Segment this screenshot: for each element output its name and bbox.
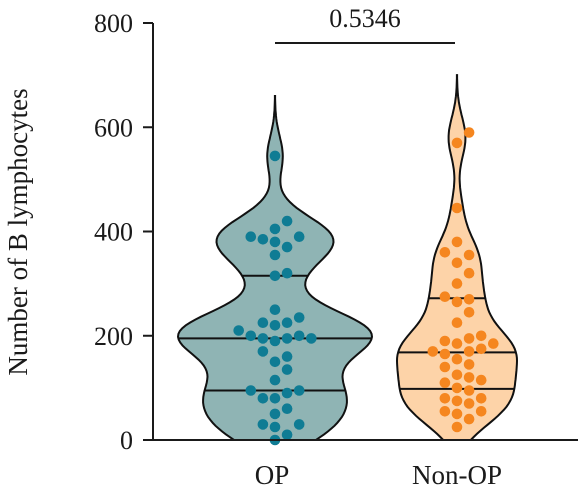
data-point-op <box>269 270 281 282</box>
data-point-non-op <box>451 236 463 248</box>
data-point-non-op <box>451 395 463 407</box>
data-point-op <box>281 387 293 399</box>
data-point-non-op <box>451 338 463 349</box>
data-point-op <box>293 312 305 323</box>
data-point-op <box>269 150 281 162</box>
data-point-op <box>269 393 281 404</box>
data-point-op <box>269 335 281 347</box>
data-point-non-op <box>451 202 463 214</box>
data-point-non-op <box>451 408 463 420</box>
data-point-non-op <box>439 393 451 404</box>
data-point-non-op <box>451 257 463 269</box>
data-point-non-op <box>463 127 475 138</box>
x-tick-label-non-op: Non-OP <box>412 460 502 490</box>
data-point-non-op <box>451 353 463 365</box>
data-point-non-op <box>451 137 463 149</box>
data-point-op <box>245 330 257 342</box>
data-point-op <box>269 408 281 420</box>
data-point-op <box>269 304 281 316</box>
y-tick-label: 200 <box>94 322 133 351</box>
data-point-op <box>245 231 257 242</box>
p-value-annotation: 0.5346 <box>329 4 401 33</box>
data-point-non-op <box>463 398 475 409</box>
data-point-non-op <box>475 393 487 404</box>
data-point-non-op <box>463 359 475 370</box>
data-point-non-op <box>451 278 463 289</box>
data-point-non-op <box>463 385 475 396</box>
data-point-non-op <box>451 421 463 433</box>
data-point-non-op <box>451 369 463 381</box>
data-point-op <box>257 393 269 404</box>
data-point-non-op <box>439 247 451 258</box>
data-point-non-op <box>439 291 451 303</box>
data-point-op <box>269 320 281 331</box>
violin-op <box>176 95 374 441</box>
data-point-non-op <box>488 338 499 349</box>
data-point-op <box>269 356 281 368</box>
data-point-op <box>281 241 293 253</box>
data-point-non-op <box>463 372 475 383</box>
x-tick-label-op: OP <box>255 460 290 490</box>
data-point-op <box>269 236 281 248</box>
data-point-non-op <box>463 307 475 318</box>
data-point-non-op <box>463 294 475 305</box>
data-point-non-op <box>475 406 487 417</box>
data-point-non-op <box>439 348 451 360</box>
data-point-op <box>257 234 269 245</box>
data-point-op <box>257 333 269 344</box>
y-tick-label: 0 <box>120 426 133 455</box>
data-points-layer <box>233 127 499 446</box>
data-point-non-op <box>475 330 487 342</box>
data-point-op <box>306 333 317 344</box>
data-point-op <box>269 374 281 386</box>
data-point-non-op <box>463 346 475 357</box>
data-point-op <box>281 351 293 362</box>
data-point-op <box>293 385 305 396</box>
data-point-non-op <box>475 343 487 355</box>
data-point-non-op <box>463 333 475 344</box>
data-point-non-op <box>463 413 475 425</box>
data-point-op <box>281 403 293 415</box>
data-point-op <box>233 325 244 336</box>
y-tick-label: 800 <box>94 9 133 38</box>
data-point-op <box>269 223 281 235</box>
data-point-non-op <box>451 317 463 329</box>
data-point-op <box>269 421 281 433</box>
data-point-non-op <box>439 361 451 373</box>
data-point-non-op <box>451 382 463 394</box>
data-point-op <box>293 231 305 242</box>
y-axis-label: Number of B lymphocytes <box>3 88 33 375</box>
data-point-op <box>293 419 305 430</box>
data-point-op <box>293 330 305 342</box>
data-point-non-op <box>439 377 451 389</box>
data-point-op <box>281 364 293 375</box>
data-point-non-op <box>463 267 475 279</box>
data-point-op <box>281 317 293 329</box>
data-point-op <box>281 429 293 441</box>
data-point-non-op <box>439 406 451 417</box>
data-point-op <box>281 333 293 344</box>
data-point-op <box>257 419 269 430</box>
y-tick-label: 400 <box>94 218 133 247</box>
data-point-non-op <box>427 346 439 357</box>
data-point-op <box>257 317 269 329</box>
data-point-non-op <box>451 296 463 308</box>
y-tick-label: 600 <box>94 113 133 142</box>
data-point-op <box>281 267 293 279</box>
data-point-op <box>281 215 293 227</box>
data-point-op <box>245 385 257 396</box>
data-point-op <box>257 346 269 357</box>
data-point-non-op <box>463 249 475 261</box>
data-point-non-op <box>475 374 487 386</box>
data-point-op <box>269 249 281 261</box>
data-point-non-op <box>439 335 451 347</box>
y-ticks-layer: 0 200 400 600 800 <box>94 9 153 455</box>
